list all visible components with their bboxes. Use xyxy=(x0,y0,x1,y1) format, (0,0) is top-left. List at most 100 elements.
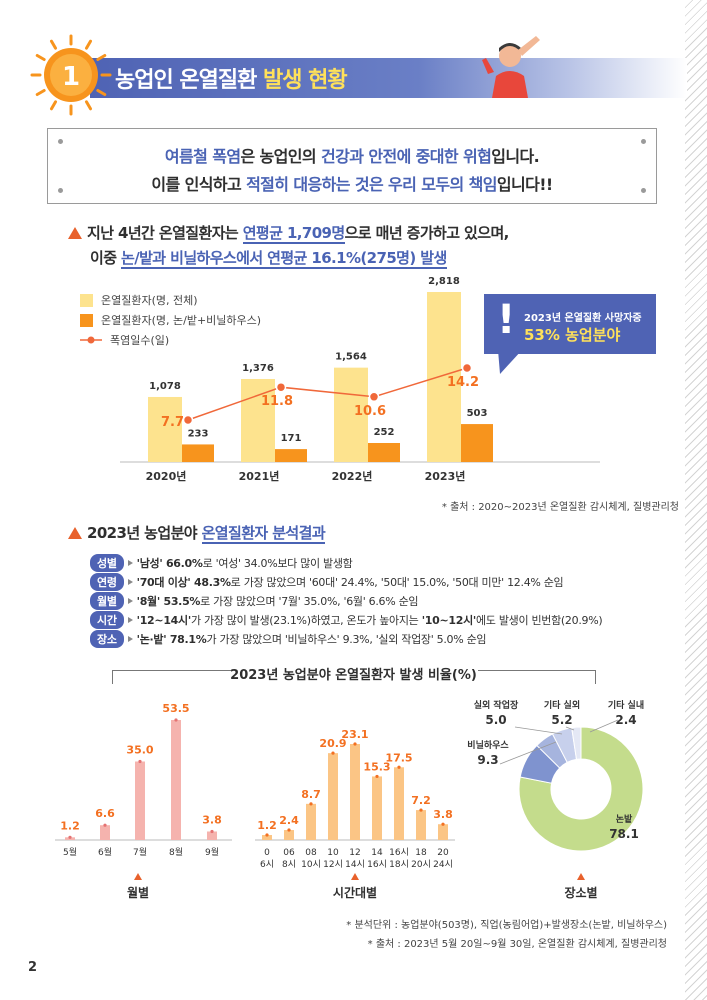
time-bar-dot xyxy=(375,774,379,779)
time-bar xyxy=(306,803,316,840)
time-value-label: 1.2 xyxy=(257,819,277,832)
time-bar-dot xyxy=(331,751,335,755)
section2-heading: 2023년 농업분야 온열질환자 분석결과 xyxy=(68,522,326,544)
time-tick-label: 18 xyxy=(415,848,427,858)
time-value-label: 8.7 xyxy=(301,788,321,801)
finding-text: 가 가장 많았으며 '비닐하우스' 9.3%, '실외 작업장' 5.0% 순임 xyxy=(206,633,487,646)
month-bar-dot xyxy=(103,823,107,827)
place-value-label: 5.0 xyxy=(485,713,506,727)
month-value-label: 3.8 xyxy=(202,813,222,826)
arrow-icon xyxy=(127,598,133,604)
decorative-stripes xyxy=(685,0,707,1000)
bar-total xyxy=(241,378,275,462)
month-tick-label: 6월 xyxy=(98,846,112,858)
bar-farm xyxy=(368,442,400,462)
time-value-label: 15.3 xyxy=(363,760,390,773)
leader-line xyxy=(565,726,575,731)
warning-icon xyxy=(68,227,82,239)
time-tick-label: 08 xyxy=(305,848,317,858)
intro-text-run: 입니다. xyxy=(491,147,540,166)
month-value-label: 35.0 xyxy=(126,743,153,756)
place-marker-icon xyxy=(577,873,585,880)
finding-text: 로 가장 많았으며 '60대' 24.4%, '50대' 15.0%, '50대… xyxy=(230,576,564,589)
finding-tag: 장소 xyxy=(90,630,124,648)
month-bar xyxy=(207,831,217,840)
x-tick-label: 2020년 xyxy=(146,469,187,483)
x-tick-label: 2022년 xyxy=(332,469,373,483)
month-tick-label: 7월 xyxy=(133,846,147,858)
month-tick-label: 5월 xyxy=(63,846,77,858)
intro-line-2: 이를 인식하고 적절히 대응하는 것은 우리 모두의 책임입니다!! xyxy=(48,171,656,195)
intro-text-run: 이를 인식하고 xyxy=(151,175,247,194)
sun-ray xyxy=(96,89,107,96)
finding-bold: '8월' 53.5% xyxy=(136,595,201,608)
title-bracket-left xyxy=(112,670,232,684)
corner-dot xyxy=(641,139,646,144)
time-tick-label: 0 xyxy=(264,848,270,858)
finding-text: 로 가장 많았으며 '7월' 35.0%, '6월' 6.6% 순임 xyxy=(200,595,419,608)
intro-text-run: 여름철 폭염 xyxy=(164,147,241,166)
sun-ray xyxy=(35,89,46,96)
legend-line-swatch xyxy=(80,336,102,344)
sun-number-badge: 1 xyxy=(30,34,112,116)
time-tick-label: 20시 xyxy=(411,859,431,870)
heat-days-label: 10.6 xyxy=(354,404,386,419)
legend-swatch xyxy=(80,313,93,327)
time-bar-dot xyxy=(309,802,313,806)
source-note-1: * 출처 : 2020~2023년 온열질환 감시체계, 질병관리청 xyxy=(441,502,679,513)
finding-text: 가 가장 많이 발생(23.1%)하였고, 온도가 높아지는 xyxy=(190,614,422,627)
time-tick-label: 18시 xyxy=(389,859,409,870)
time-tick-label: 12시 xyxy=(323,859,343,870)
callout-box xyxy=(484,294,656,354)
intro-box: 여름철 폭염은 농업인의 건강과 안전에 중대한 위협입니다. 이를 인식하고 … xyxy=(47,128,657,204)
leader-line xyxy=(499,741,557,765)
time-bar-dot xyxy=(353,742,357,746)
header-banner xyxy=(90,58,687,98)
heat-days-label: 14.2 xyxy=(447,375,479,390)
s1-text-a: 지난 4년간 온열질환자는 xyxy=(87,224,243,242)
bar-farm xyxy=(275,449,307,462)
sun-ray xyxy=(50,100,57,111)
month-bar xyxy=(100,825,110,840)
finding-tag: 시간 xyxy=(90,611,124,629)
leader-line xyxy=(514,726,563,735)
time-bar-dot xyxy=(287,828,291,832)
place-value-label: 78.1 xyxy=(609,827,639,841)
intro-text-run: 적절히 대응하는 것은 우리 모두의 책임 xyxy=(246,175,497,194)
s1-text-d: 이중 xyxy=(90,249,122,267)
time-value-label: 7.2 xyxy=(411,794,431,807)
month-bar-dot xyxy=(210,829,214,834)
time-bar xyxy=(284,830,294,840)
warning-icon xyxy=(68,527,82,539)
month-bar-dot xyxy=(174,718,178,722)
month-tick-label: 8월 xyxy=(169,846,183,858)
time-tick-label: 20 xyxy=(437,848,449,858)
finding-row: 시간 '12~14시'가 가장 많이 발생(23.1%)하였고, 온도가 높아지는… xyxy=(90,611,603,629)
s1-highlight-b: 논/밭과 비닐하우스에서 연평균 16.1%(275명) 발생 xyxy=(121,249,447,269)
heat-days-line xyxy=(187,367,468,421)
finding-row: 월별 '8월' 53.5%로 가장 많았으며 '7월' 35.0%, '6월' 6… xyxy=(90,592,419,610)
place-value-label: 5.2 xyxy=(551,713,572,727)
place-label-field: 논밭 xyxy=(616,813,633,825)
x-tick-label: 2021년 xyxy=(239,469,280,483)
finding-row: 성별 '남성' 66.0%로 '여성' 34.0%보다 많이 발생함 xyxy=(90,554,353,572)
time-bar-dot xyxy=(397,765,401,769)
time-bar xyxy=(350,744,360,840)
donut-slice xyxy=(518,726,644,852)
place-label-other-outdoor: 기타 실외 xyxy=(544,699,580,711)
time-bar xyxy=(438,824,448,840)
arrow-icon xyxy=(127,636,133,642)
page-number: 2 xyxy=(28,960,38,975)
x-tick-label: 2023년 xyxy=(425,469,466,483)
bar-total xyxy=(334,367,368,462)
heat-days-label: 11.8 xyxy=(261,394,293,409)
month-bar-dot xyxy=(68,835,72,839)
section1-line1: 지난 4년간 온열질환자는 연평균 1,709명으로 매년 증가하고 있으며, xyxy=(68,222,509,244)
time-chart-label: 시간대별 xyxy=(332,886,378,900)
finding-text: 에도 발생이 빈번함(20.9%) xyxy=(475,614,603,627)
leader-line xyxy=(589,719,619,733)
title-main: 농업인 온열질환 xyxy=(115,68,257,93)
bar-farm-label: 233 xyxy=(188,428,209,439)
